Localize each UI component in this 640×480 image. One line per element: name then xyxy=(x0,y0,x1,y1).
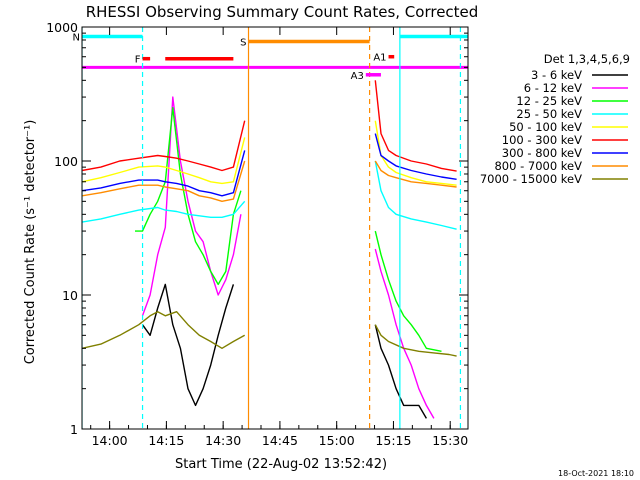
y-axis-label: Corrected Count Rate (s⁻¹ detector⁻¹) xyxy=(23,120,38,365)
footer-timestamp: 18-Oct-2021 18:10 xyxy=(558,469,634,478)
series-line-7-post xyxy=(374,133,457,180)
flag-label-f: F xyxy=(135,55,141,66)
series-line-5-post xyxy=(374,120,457,186)
x-tick-label: 15:15 xyxy=(375,433,411,448)
legend-title: Det 1,3,4,5,6,9 xyxy=(544,52,630,66)
chart-title: RHESSI Observing Summary Count Rates, Co… xyxy=(86,3,479,21)
x-tick-label: 14:00 xyxy=(92,433,128,448)
legend-entry-label: 25 - 50 keV xyxy=(516,107,582,121)
series-line-4-post xyxy=(374,160,457,230)
x-tick-label: 14:15 xyxy=(148,433,184,448)
flag-label-n: N xyxy=(73,32,80,43)
series-line-3-post xyxy=(374,230,442,352)
legend-entry-label: 12 - 25 keV xyxy=(516,94,582,108)
series-line-5-pre xyxy=(82,137,246,185)
series-line-6-pre xyxy=(82,120,246,172)
legend-entry-label: 300 - 800 keV xyxy=(502,146,582,160)
legend-entry-label: 6 - 12 keV xyxy=(524,81,582,95)
series-line-2-pre xyxy=(141,96,242,317)
flag-label-a3: A3 xyxy=(351,71,364,82)
x-tick-label: 14:30 xyxy=(205,433,241,448)
plot-area xyxy=(82,27,468,429)
legend-entry-label: 800 - 7000 keV xyxy=(494,159,582,173)
y-tick-label: 10 xyxy=(62,288,78,303)
y-tick-label: 100 xyxy=(54,154,78,169)
series-line-9-post xyxy=(374,324,457,357)
x-axis-label: Start Time (22-Aug-02 13:52:42) xyxy=(175,457,387,472)
series-line-9-pre xyxy=(82,311,246,349)
series-line-8-pre xyxy=(82,160,246,203)
legend-entry-label: 7000 - 15000 keV xyxy=(480,172,582,186)
flag-label-s: S xyxy=(240,37,246,48)
x-tick-label: 14:45 xyxy=(262,433,298,448)
series-line-4-pre xyxy=(82,200,246,223)
x-tick-label: 15:00 xyxy=(319,433,355,448)
series-line-1-pre xyxy=(141,283,235,407)
y-tick-label: 1000 xyxy=(46,20,78,35)
y-tick-label: 1 xyxy=(70,422,78,437)
legend-entry-label: 50 - 100 keV xyxy=(509,120,582,134)
series-line-6-post xyxy=(374,80,457,172)
legend-entry-label: 100 - 300 keV xyxy=(502,133,582,147)
x-tick-label: 15:30 xyxy=(432,433,468,448)
axes: N F S A1 A3 14:00 14:15 14:30 14:45 15:00 15:15 15:… xyxy=(46,20,469,448)
plot-frame xyxy=(81,26,469,430)
legend-entry-label: 3 - 6 keV xyxy=(531,68,582,82)
series-line-7-pre xyxy=(82,150,246,197)
series-line-8-post xyxy=(374,160,457,188)
flag-label-a1: A1 xyxy=(373,53,386,64)
